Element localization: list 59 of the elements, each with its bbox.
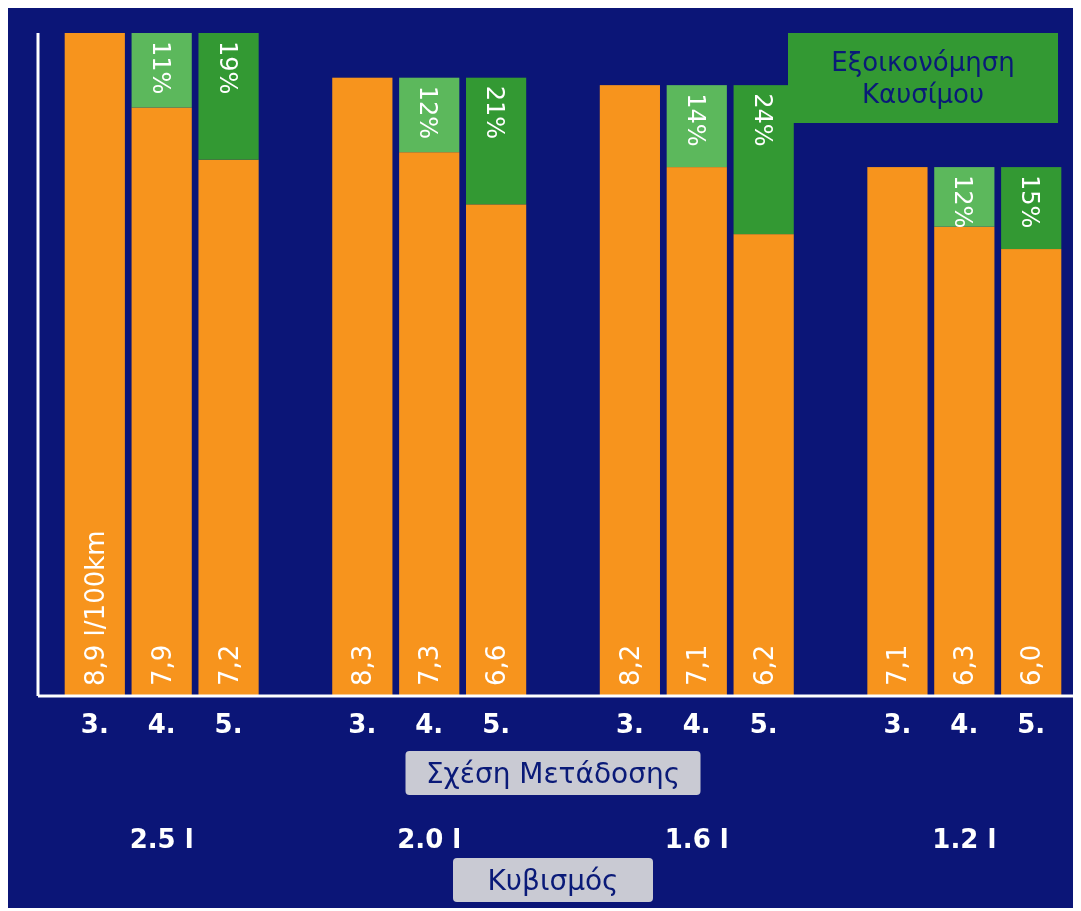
text: 2.0 l	[397, 824, 462, 854]
annotation: 11%	[146, 41, 175, 95]
x-tick-label: 5.	[749, 709, 778, 739]
bar	[198, 159, 259, 696]
bar	[1001, 167, 1062, 250]
data-label: 7,2	[213, 644, 244, 686]
annotation: 14%	[681, 93, 710, 147]
series-label: Εξοικονόμηση Καυσίμου	[831, 47, 1015, 109]
text: 1.2 l	[932, 824, 997, 854]
x-axis-title: Σχέση Μετάδοσης	[425, 757, 681, 790]
bar	[198, 33, 259, 160]
text: 1.6 l	[664, 824, 729, 854]
x-tick-label: 3.	[348, 709, 377, 739]
x-tick-label: 3.	[80, 709, 109, 739]
annotation: 19%	[213, 41, 242, 95]
x-tick-label: 5.	[482, 709, 511, 739]
annotation: 24%	[748, 93, 777, 147]
bar	[1001, 249, 1062, 696]
legend-box: Εξοικονόμηση Καυσίμου	[788, 33, 1058, 123]
annotation: 12%	[949, 175, 978, 229]
data-label: 8,3	[347, 644, 378, 686]
bar	[399, 77, 460, 153]
x-tick-label: 3.	[883, 709, 912, 739]
annotation: 12%	[414, 85, 443, 140]
text: 2.5 l	[129, 824, 194, 854]
bar	[466, 77, 527, 205]
bar	[332, 77, 393, 696]
data-label: 6,3	[949, 644, 980, 686]
x-tick-label: 5.	[214, 709, 243, 739]
bar	[64, 33, 125, 696]
bar	[733, 85, 794, 235]
x-tick-label: 4.	[682, 709, 711, 739]
bar	[867, 167, 928, 696]
data-label: 6,6	[481, 644, 512, 686]
data-label: 6,0	[1016, 644, 1047, 686]
bar	[733, 234, 794, 696]
data-label: 6,2	[748, 644, 779, 686]
x-tick-label: 4.	[147, 709, 176, 739]
bar	[666, 85, 727, 168]
bar	[466, 204, 527, 696]
x-tick-label: 4.	[415, 709, 444, 739]
bar	[399, 152, 460, 696]
text: Κυβισμός	[487, 864, 619, 897]
annotation: 15%	[1016, 175, 1045, 229]
bar	[131, 33, 192, 108]
data-label: 7,1	[681, 644, 712, 686]
data-label: 7,1	[882, 644, 913, 686]
data-label: 7,9	[146, 644, 177, 686]
bar	[599, 85, 660, 696]
x-tick-label: 4.	[950, 709, 979, 739]
data-label: 8,2	[614, 644, 645, 686]
bar	[934, 226, 995, 696]
data-label: 7,3	[414, 644, 445, 686]
bar	[131, 107, 192, 696]
data-label: 8,9 l/100km	[79, 530, 110, 686]
x-tick-label: 3.	[615, 709, 644, 739]
annotation: 21%	[481, 85, 510, 140]
x-tick-label: 5.	[1017, 709, 1046, 739]
bar	[666, 167, 727, 696]
